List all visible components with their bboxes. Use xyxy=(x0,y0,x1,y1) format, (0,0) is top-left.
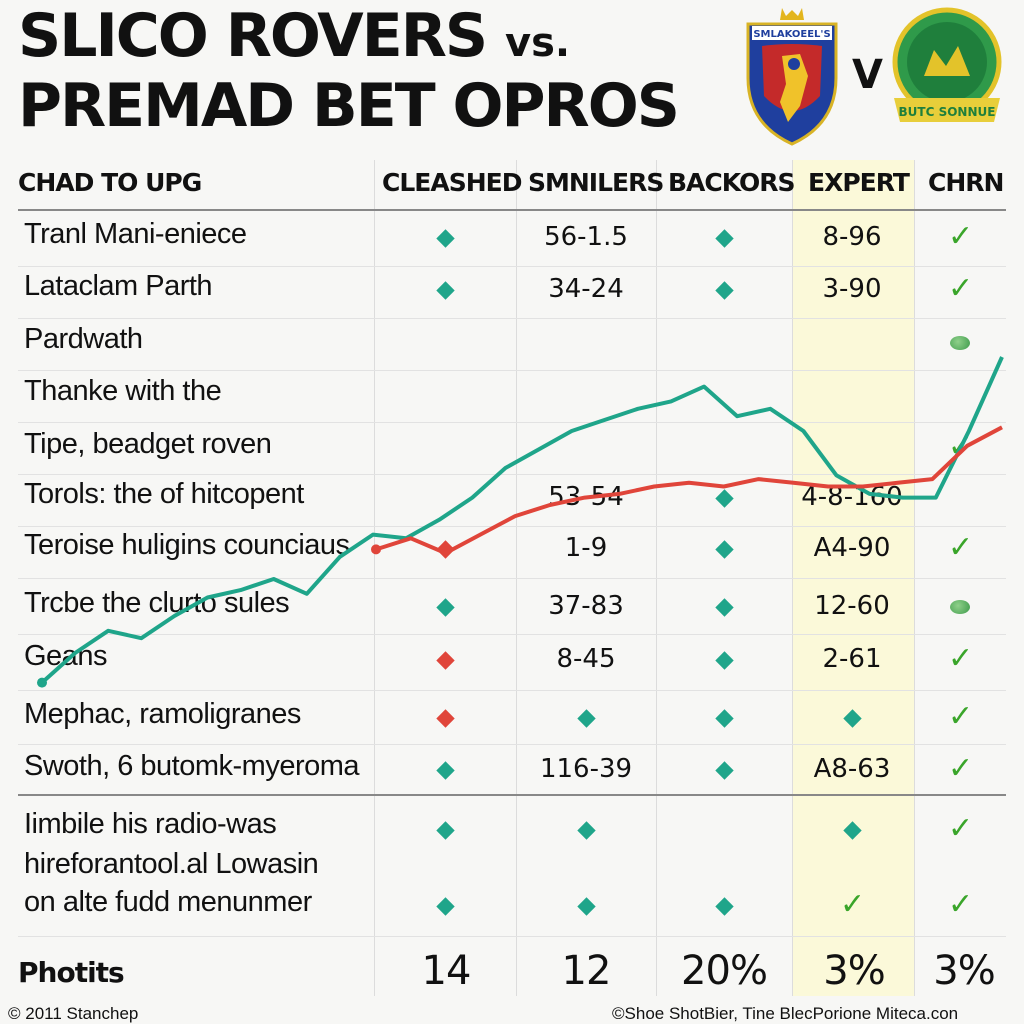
teal-diamond-icon xyxy=(436,281,455,300)
row-divider xyxy=(18,578,1006,579)
red-diamond-icon xyxy=(436,709,455,728)
smnilers-value: 8-45 xyxy=(556,644,616,674)
row-divider xyxy=(18,422,1006,423)
row-label: Geans xyxy=(24,640,107,672)
row-label: Pardwath xyxy=(24,323,143,355)
green-dot-icon xyxy=(950,600,970,614)
column-header-smnilers: SMNILERS xyxy=(528,168,664,197)
check-icon: ✓ xyxy=(948,429,974,464)
column-header-backors: BACKORS xyxy=(668,168,796,197)
section-rule xyxy=(18,794,1006,796)
row-label: Trcbe the clurto sules xyxy=(24,587,290,619)
total-smnilers: 12 xyxy=(561,948,612,994)
column-header-cleashed: CLEASHED xyxy=(382,168,522,197)
check-icon: ✓ xyxy=(840,887,866,922)
teal-diamond-icon xyxy=(577,709,596,728)
teal-diamond-icon xyxy=(715,709,734,728)
row-divider xyxy=(18,690,1006,691)
row-divider xyxy=(18,266,1006,267)
expert-value: 4-8-160 xyxy=(801,482,903,512)
footer-left: © 2011 Stanchep xyxy=(8,1004,139,1023)
versus-mark: V xyxy=(852,52,883,98)
expert-value: 2-61 xyxy=(822,644,882,674)
red-diamond-icon xyxy=(436,651,455,670)
smnilers-value: 116-39 xyxy=(539,754,633,784)
teal-diamond-icon xyxy=(715,540,734,559)
teal-diamond-icon xyxy=(715,897,734,916)
check-icon: ✓ xyxy=(948,887,974,922)
row-label: Mephac, ramoligranes xyxy=(24,698,301,730)
title-vs: vs. xyxy=(505,20,571,66)
title-line2: PREMAD BET OPROS xyxy=(18,71,680,141)
bottom-label-line1: Iimbile his radio-was xyxy=(24,808,277,840)
teal-diamond-icon xyxy=(577,897,596,916)
totals-label: Photits xyxy=(18,956,125,989)
crest-left-text: SMLAKOEEL'S xyxy=(753,29,830,40)
check-icon: ✓ xyxy=(948,699,974,734)
crest-right-text: BUTC SONNUE xyxy=(899,105,996,119)
row-divider xyxy=(18,526,1006,527)
row-label: Teroise huligins counciaus xyxy=(24,529,350,561)
teal-diamond-icon xyxy=(577,821,596,840)
expert-value: 3-90 xyxy=(822,274,882,304)
check-icon: ✓ xyxy=(948,530,974,565)
row-divider xyxy=(18,370,1006,371)
green-dot-icon xyxy=(950,336,970,350)
row-divider xyxy=(18,474,1006,475)
row-label: Torols: the of hitcopent xyxy=(24,478,304,510)
row-divider xyxy=(18,936,1006,937)
red-diamond-icon xyxy=(436,540,455,559)
total-backors: 20% xyxy=(681,948,768,994)
check-icon: ✓ xyxy=(948,641,974,676)
teal-diamond-icon xyxy=(715,281,734,300)
total-chrn: 3% xyxy=(933,948,995,994)
row-divider xyxy=(18,634,1006,635)
title-line1: SLICO ROVERS xyxy=(18,1,488,71)
column-header-expert: EXPERT xyxy=(808,168,910,197)
smnilers-value: 37-83 xyxy=(548,591,624,621)
series-start-point-0 xyxy=(37,677,47,688)
expert-value: A8-63 xyxy=(813,754,891,784)
series-start-point-1 xyxy=(371,544,381,555)
team-crest-left: SMLAKOEEL'S xyxy=(746,8,838,146)
teal-diamond-icon xyxy=(715,489,734,508)
row-label: Thanke with the xyxy=(24,375,222,407)
column-header-chrn: CHRN xyxy=(928,168,1004,197)
smnilers-value: 56-1.5 xyxy=(544,222,628,252)
page-title: SLICO ROVERS vs. PREMAD BET OPROS xyxy=(18,4,738,136)
smnilers-value: 1-9 xyxy=(564,533,608,563)
total-cleashed: 14 xyxy=(421,948,472,994)
teal-diamond-icon xyxy=(436,897,455,916)
row-label: Tipe, beadget roven xyxy=(24,428,272,460)
smnilers-value: 34-24 xyxy=(548,274,624,304)
expert-value: 8-96 xyxy=(822,222,882,252)
teal-diamond-icon xyxy=(436,761,455,780)
teal-diamond-icon xyxy=(715,651,734,670)
teal-diamond-icon xyxy=(436,598,455,617)
teal-diamond-icon xyxy=(436,821,455,840)
team-crest-right: BUTC SONNUE xyxy=(892,7,1002,122)
teal-diamond-icon xyxy=(715,761,734,780)
total-expert: 3% xyxy=(823,948,885,994)
row-divider xyxy=(18,318,1006,319)
check-icon: ✓ xyxy=(948,219,974,254)
row-label: Swoth, 6 butomk-myeroma xyxy=(24,750,360,782)
header-rule xyxy=(18,209,1006,211)
bottom-label-line3: on alte fudd menunmer xyxy=(24,886,312,918)
smnilers-value: 53-54 xyxy=(548,482,624,512)
row-label: Lataclаm Parth xyxy=(24,270,213,302)
check-icon: ✓ xyxy=(948,271,974,306)
check-icon: ✓ xyxy=(948,811,974,846)
footer-right: ©Shoe ShotBier, Tine BlecPorione Miteca.… xyxy=(612,1004,959,1023)
bottom-label-line2: hireforantool.al Lowasin xyxy=(24,848,319,880)
expert-value: 12-60 xyxy=(814,591,890,621)
row-divider xyxy=(18,744,1006,745)
teal-diamond-icon xyxy=(436,229,455,248)
check-icon: ✓ xyxy=(948,751,974,786)
column-header-chad: CHAD TO UPG xyxy=(18,168,202,197)
row-label: Tranl Mani-eniece xyxy=(24,218,247,250)
teal-diamond-icon xyxy=(715,598,734,617)
expert-value: A4-90 xyxy=(813,533,891,563)
teal-diamond-icon xyxy=(715,229,734,248)
